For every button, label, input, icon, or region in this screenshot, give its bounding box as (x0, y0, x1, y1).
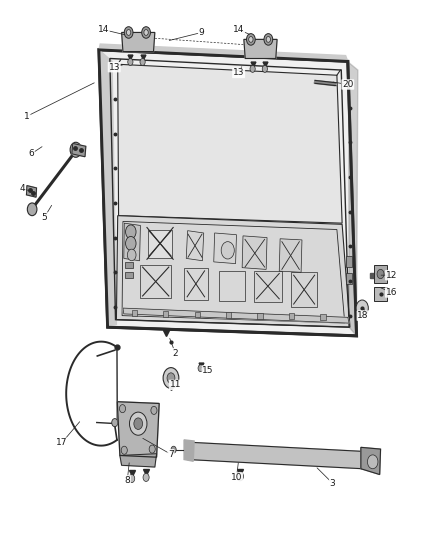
Circle shape (151, 406, 157, 415)
Text: 7: 7 (168, 450, 174, 459)
Polygon shape (118, 64, 342, 223)
Bar (374, 287, 387, 301)
Circle shape (221, 241, 234, 259)
Bar (346, 273, 352, 284)
Polygon shape (279, 239, 302, 272)
Bar (125, 272, 133, 278)
Bar (320, 314, 325, 320)
Text: 12: 12 (386, 271, 397, 280)
Circle shape (198, 365, 203, 372)
Text: 14: 14 (233, 25, 244, 34)
Circle shape (130, 412, 147, 435)
Text: 3: 3 (330, 479, 336, 488)
Polygon shape (314, 80, 336, 86)
Bar (163, 311, 168, 317)
Bar (291, 272, 317, 307)
Text: 8: 8 (124, 476, 130, 485)
Circle shape (112, 418, 118, 427)
Text: 6: 6 (28, 149, 34, 158)
Circle shape (129, 474, 135, 482)
Circle shape (143, 473, 149, 481)
Circle shape (167, 373, 175, 383)
Bar (184, 268, 208, 300)
Bar (289, 313, 294, 319)
Polygon shape (99, 50, 117, 327)
Text: 15: 15 (202, 366, 214, 375)
Text: 9: 9 (199, 28, 205, 37)
Bar (194, 312, 200, 317)
Polygon shape (122, 33, 155, 52)
Bar (346, 256, 352, 266)
Bar (226, 312, 231, 318)
Circle shape (128, 59, 133, 66)
Circle shape (163, 368, 179, 389)
Polygon shape (349, 62, 358, 336)
Text: 18: 18 (357, 311, 369, 320)
Circle shape (124, 27, 133, 38)
Polygon shape (242, 236, 267, 269)
Polygon shape (124, 223, 141, 261)
Circle shape (264, 34, 273, 45)
Polygon shape (370, 273, 374, 278)
Circle shape (266, 37, 271, 42)
Circle shape (171, 446, 176, 453)
Circle shape (356, 300, 368, 316)
Bar (148, 230, 172, 258)
Circle shape (237, 472, 244, 481)
Bar (254, 271, 283, 302)
Polygon shape (186, 231, 204, 261)
Circle shape (144, 30, 148, 35)
Polygon shape (117, 402, 159, 457)
Polygon shape (99, 50, 357, 336)
Circle shape (127, 30, 131, 35)
Circle shape (70, 142, 81, 157)
Text: 20: 20 (342, 80, 353, 89)
Polygon shape (214, 233, 237, 264)
Circle shape (262, 66, 268, 72)
Bar (141, 265, 171, 298)
Circle shape (121, 446, 127, 454)
Polygon shape (361, 447, 381, 474)
Circle shape (247, 34, 255, 45)
Circle shape (27, 203, 37, 216)
Text: 14: 14 (98, 25, 109, 34)
Polygon shape (99, 44, 348, 61)
Polygon shape (72, 143, 86, 157)
Circle shape (250, 66, 255, 72)
Bar (374, 265, 387, 282)
Circle shape (126, 237, 136, 251)
Bar (132, 310, 137, 316)
Text: 10: 10 (231, 473, 242, 482)
Polygon shape (244, 39, 277, 59)
Text: 11: 11 (170, 381, 181, 390)
Circle shape (134, 418, 143, 430)
Polygon shape (120, 454, 156, 467)
Circle shape (249, 37, 253, 42)
Text: 1: 1 (24, 112, 30, 121)
Circle shape (126, 225, 136, 239)
Circle shape (140, 59, 145, 66)
Text: 2: 2 (173, 349, 178, 358)
Circle shape (367, 455, 378, 469)
Polygon shape (187, 442, 363, 469)
Text: 4: 4 (20, 184, 25, 193)
Text: 13: 13 (109, 63, 120, 71)
Polygon shape (184, 440, 194, 461)
Circle shape (127, 249, 136, 261)
Text: 16: 16 (386, 288, 397, 297)
Polygon shape (123, 308, 349, 323)
Bar (125, 262, 133, 268)
Circle shape (149, 445, 155, 453)
Bar (219, 271, 245, 301)
Circle shape (142, 27, 150, 38)
Text: 13: 13 (233, 68, 244, 77)
Bar (258, 313, 263, 319)
Circle shape (120, 405, 126, 413)
Circle shape (377, 269, 384, 279)
Text: 17: 17 (56, 438, 67, 447)
Polygon shape (26, 185, 36, 197)
Polygon shape (117, 216, 350, 327)
Text: 5: 5 (42, 213, 47, 222)
